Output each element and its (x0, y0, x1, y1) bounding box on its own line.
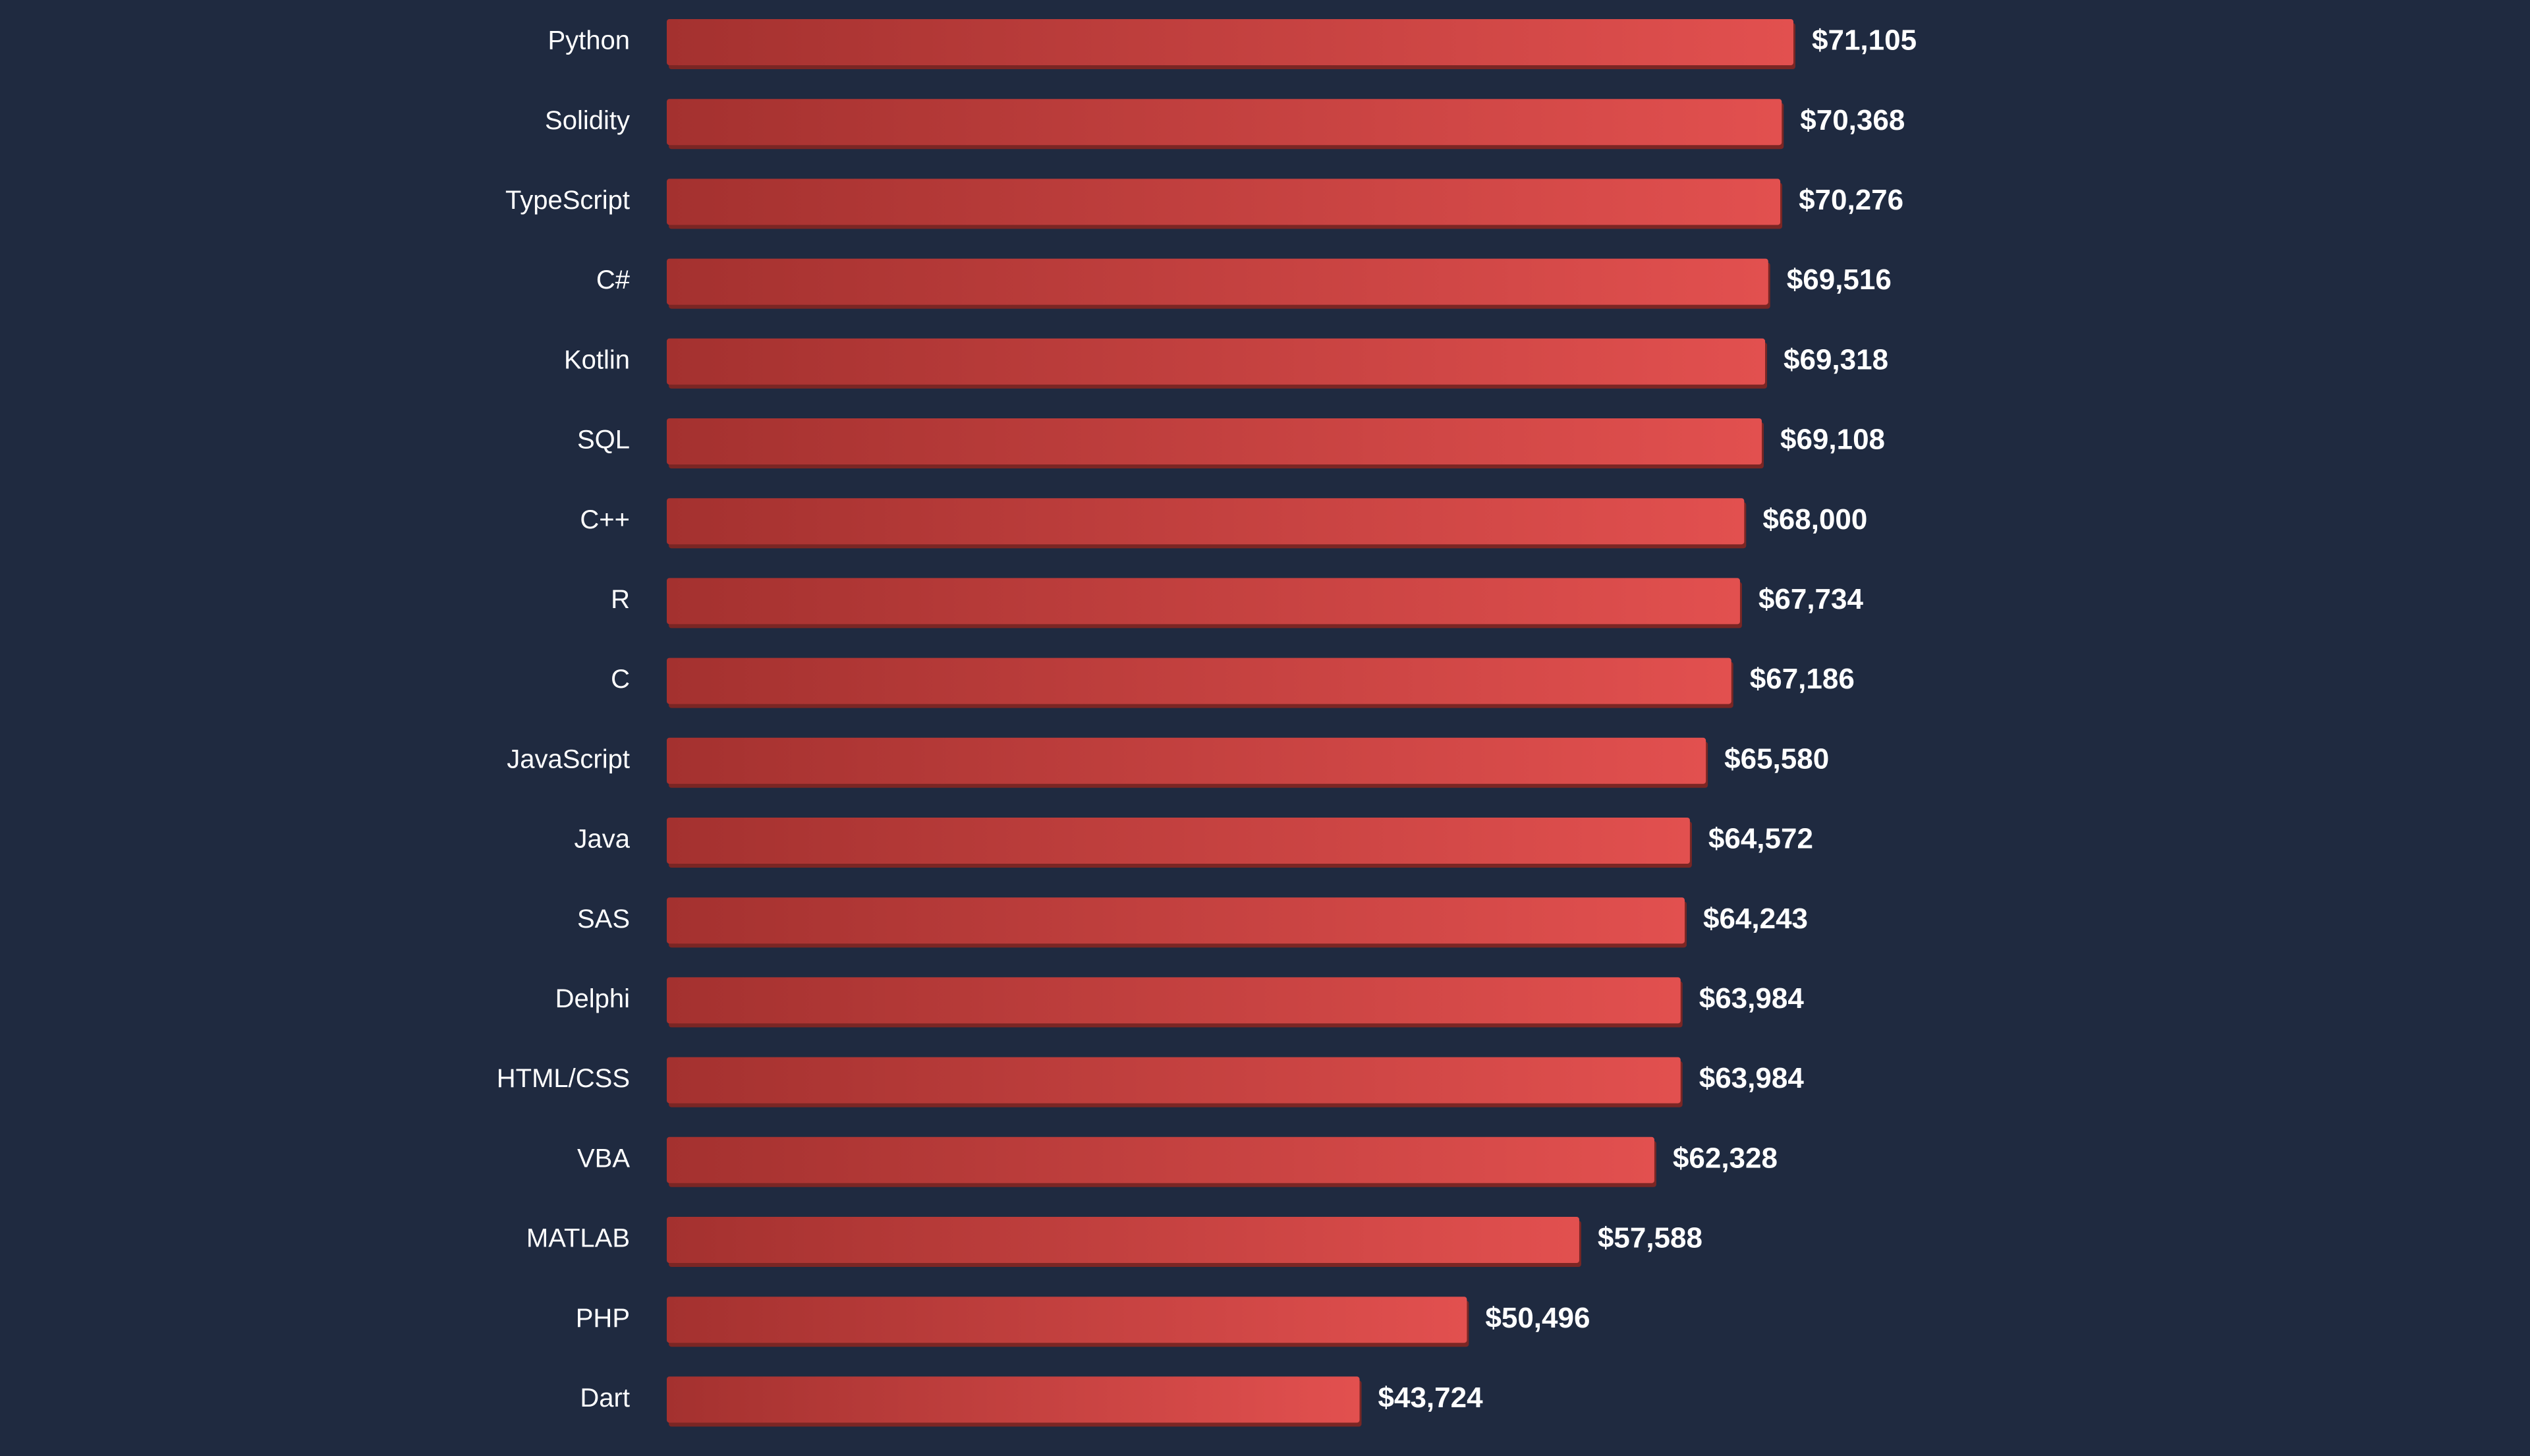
value-label: $71,105 (1812, 24, 1917, 57)
value-label: $70,368 (1800, 104, 1905, 136)
category-label: Delphi (555, 984, 630, 1013)
bar (667, 258, 1768, 305)
bar-group: PHP $50,496 (576, 1297, 1590, 1347)
bar-group: VBA $62,328 (577, 1136, 1778, 1187)
bar (667, 818, 1690, 864)
bar (667, 897, 1685, 944)
value-label: $67,734 (1758, 583, 1864, 615)
bar (667, 737, 1706, 784)
bar (667, 977, 1681, 1024)
bar (667, 498, 1745, 545)
category-label: C (611, 665, 630, 694)
category-label: C# (596, 266, 631, 294)
bar (667, 179, 1781, 225)
bar-group: Python $71,105 (548, 19, 1917, 69)
category-label: VBA (577, 1144, 630, 1173)
value-label: $64,572 (1708, 823, 1813, 855)
category-label: Solidity (545, 106, 630, 135)
bar-group: Solidity $70,368 (545, 99, 1905, 150)
bar-group: SAS $64,243 (577, 897, 1808, 948)
category-label: C++ (580, 505, 630, 534)
value-label: $50,496 (1485, 1302, 1590, 1334)
bar (667, 19, 1793, 65)
value-label: $69,516 (1787, 264, 1892, 296)
value-label: $43,724 (1378, 1382, 1484, 1414)
bar (667, 1057, 1681, 1104)
bar (667, 338, 1766, 385)
category-label: SAS (577, 905, 630, 934)
bar (667, 1376, 1360, 1423)
category-label: PHP (576, 1304, 630, 1333)
bar-group: Delphi $63,984 (555, 977, 1805, 1028)
value-label: $63,984 (1699, 982, 1805, 1015)
bar (667, 578, 1740, 625)
value-label: $70,276 (1799, 184, 1903, 216)
bar-group: Kotlin $69,318 (564, 338, 1888, 389)
category-label: R (611, 585, 630, 614)
bar (667, 658, 1731, 704)
bar-group: R $67,734 (611, 578, 1864, 629)
value-label: $68,000 (1762, 503, 1867, 536)
bar (667, 1217, 1579, 1263)
bar-group: C# $69,516 (596, 258, 1892, 309)
value-label: $65,580 (1724, 742, 1829, 775)
bar-group: C $67,186 (611, 658, 1855, 708)
value-label: $63,984 (1699, 1062, 1805, 1094)
bar-group: C++ $68,000 (580, 498, 1867, 549)
value-label: $64,243 (1703, 903, 1808, 935)
category-label: HTML/CSS (497, 1064, 630, 1093)
category-label: Dart (580, 1384, 630, 1413)
value-label: $62,328 (1673, 1142, 1778, 1174)
bar (667, 99, 1782, 146)
value-label: $57,588 (1598, 1222, 1702, 1254)
bar (667, 1297, 1467, 1343)
bar-group: HTML/CSS $63,984 (497, 1057, 1805, 1107)
category-label: Python (548, 26, 630, 55)
bar-group: TypeScript $70,276 (505, 179, 1903, 229)
bar-group: MATLAB $57,588 (526, 1217, 1702, 1267)
category-label: TypeScript (505, 186, 630, 215)
value-label: $69,108 (1780, 424, 1885, 456)
bar-group: JavaScript $65,580 (507, 737, 1829, 788)
bars-layer: Python $71,105 Solidity $70,368 TypeScript $7… (497, 19, 1917, 1427)
bar (667, 1136, 1654, 1183)
category-label: MATLAB (526, 1224, 630, 1253)
category-label: Java (575, 825, 631, 854)
bar-group: Dart $43,724 (580, 1376, 1484, 1427)
bar (667, 418, 1762, 464)
category-label: JavaScript (507, 744, 630, 773)
category-label: SQL (577, 426, 630, 455)
bar-group: Java $64,572 (575, 818, 1813, 868)
value-label: $67,186 (1750, 663, 1855, 695)
bar-group: SQL $69,108 (577, 418, 1885, 468)
value-label: $69,318 (1784, 343, 1888, 376)
category-label: Kotlin (564, 345, 630, 374)
